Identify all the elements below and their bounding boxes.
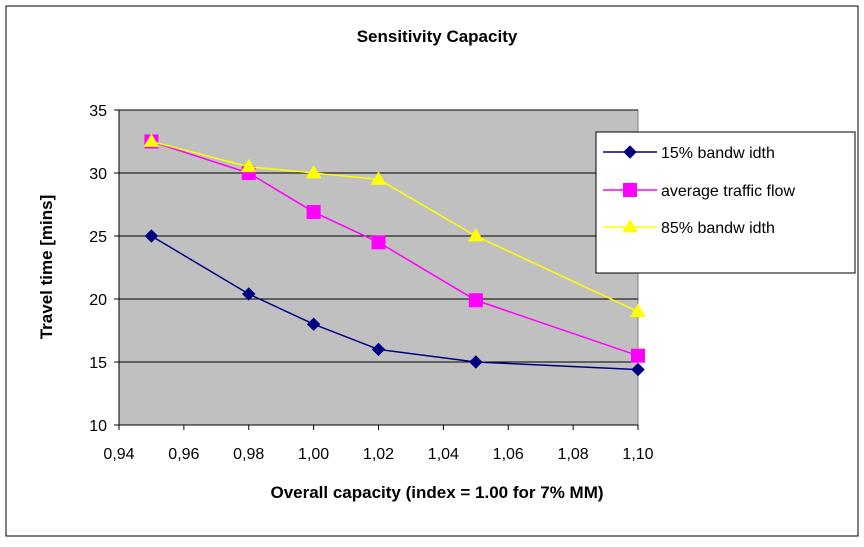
data-point xyxy=(371,342,386,357)
y-tick-label: 35 xyxy=(89,103,107,120)
chart-title: Sensitivity Capacity xyxy=(357,27,518,46)
y-tick-label: 10 xyxy=(89,418,107,435)
data-point xyxy=(631,348,645,363)
legend-box xyxy=(595,131,856,274)
legend: 15% bandw idth average traffic flow 85% ba… xyxy=(595,131,856,274)
y-axis-label: Travel time [mins] xyxy=(37,195,56,340)
legend-label: 85% bandw idth xyxy=(661,220,775,237)
legend-label: 15% bandw idth xyxy=(661,145,775,162)
data-point xyxy=(305,165,322,179)
legend-entry: 85% bandw idth xyxy=(603,219,775,237)
legend-label: average traffic flow xyxy=(661,183,795,200)
data-point xyxy=(143,133,160,147)
data-point xyxy=(306,317,321,331)
y-tick-label: 25 xyxy=(89,229,107,246)
data-point xyxy=(631,362,645,377)
legend-entry: 15% bandw idth xyxy=(603,145,775,162)
legend-marker xyxy=(623,183,637,197)
x-tick-label: 1,10 xyxy=(622,446,653,463)
series-layer xyxy=(143,133,646,377)
legend-marker xyxy=(622,219,638,233)
legend-marker xyxy=(623,145,637,159)
series-line xyxy=(151,140,639,357)
x-tick-label: 1,08 xyxy=(558,446,589,463)
data-point xyxy=(370,171,387,185)
y-tick-label: 15 xyxy=(89,355,107,372)
data-point xyxy=(371,235,386,250)
data-point xyxy=(468,293,483,308)
series-line xyxy=(151,140,639,313)
series-line xyxy=(151,235,639,371)
x-tick-label: 1,02 xyxy=(363,446,394,463)
y-tick-label: 30 xyxy=(89,166,107,183)
x-tick-label: 1,06 xyxy=(493,446,524,463)
data-point xyxy=(467,228,484,242)
data-point xyxy=(630,303,646,317)
series-1 xyxy=(144,229,645,377)
axes xyxy=(114,109,639,430)
data-point xyxy=(306,205,321,220)
data-point xyxy=(242,287,256,301)
plot-area xyxy=(118,109,639,426)
data-point xyxy=(469,355,483,369)
gridlines xyxy=(119,109,638,363)
series-3 xyxy=(143,133,646,317)
y-tick-labels: 10 15 20 25 30 35 xyxy=(89,103,107,435)
legend-entry: average traffic flow xyxy=(603,183,795,200)
x-tick-label: 1,00 xyxy=(298,446,329,463)
x-tick-label: 0,96 xyxy=(168,446,199,463)
data-point xyxy=(240,158,257,173)
x-tick-labels: 0,94 0,96 0,98 1,00 1,02 1,04 1,06 1,08 1,10 xyxy=(103,446,653,463)
series-2 xyxy=(144,134,645,363)
x-tick-label: 1,04 xyxy=(428,446,459,463)
data-point xyxy=(144,229,159,243)
x-tick-label: 0,94 xyxy=(103,446,134,463)
x-tick-label: 0,98 xyxy=(233,446,264,463)
y-tick-label: 20 xyxy=(89,292,107,309)
x-axis-label: Overall capacity (index = 1.00 for 7% MM… xyxy=(270,483,603,502)
